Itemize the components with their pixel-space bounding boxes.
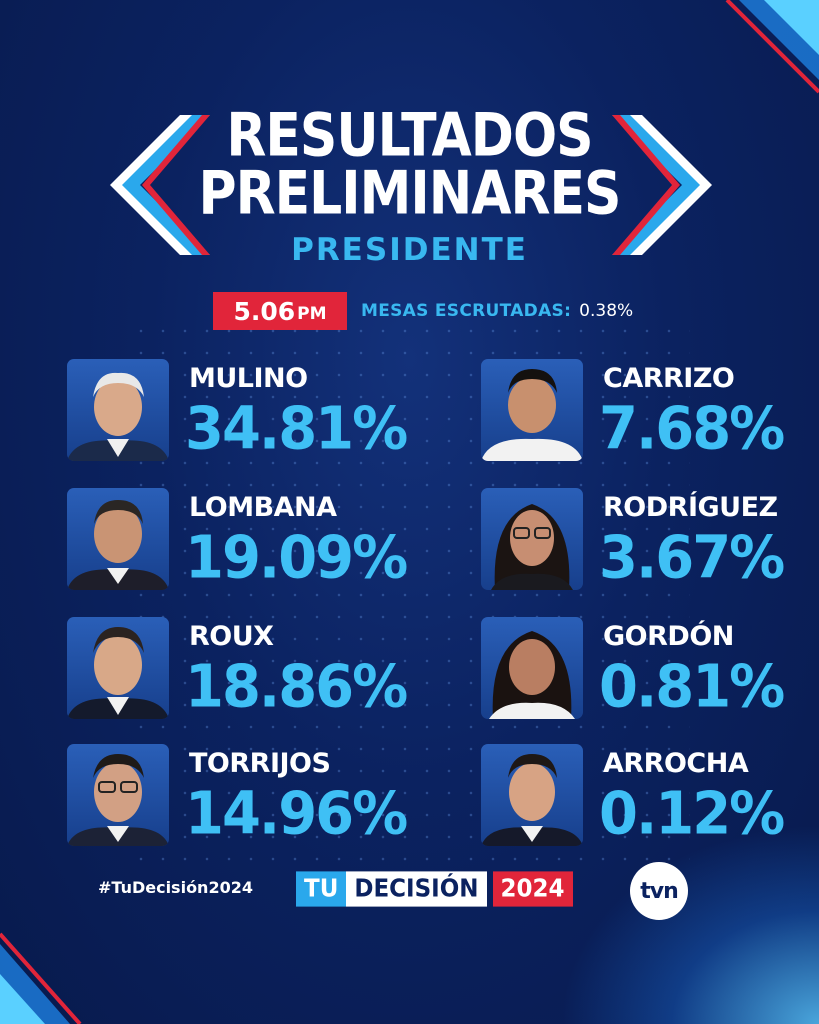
chevron-right-decoration: [612, 115, 712, 255]
candidate-card: LOMBANA 19.09%: [67, 488, 408, 598]
title-line-2: PRELIMINARES: [198, 159, 621, 229]
candidate-name: LOMBANA: [189, 492, 337, 523]
candidate-name: RODRÍGUEZ: [603, 492, 778, 523]
candidate-card: ROUX 18.86%: [67, 617, 408, 727]
corner-top-right-decoration: [725, 0, 819, 94]
candidate-card: RODRÍGUEZ 3.67%: [481, 488, 811, 598]
dot-pattern-background: [130, 320, 690, 870]
logo-decision: DECISIÓN: [346, 871, 487, 907]
candidate-percent: 34.81%: [185, 395, 408, 464]
candidate-name: TORRIJOS: [189, 748, 331, 779]
candidate-card: TORRIJOS 14.96%: [67, 744, 408, 854]
candidate-percent: 3.67%: [599, 524, 785, 593]
candidate-percent: 0.12%: [599, 780, 785, 849]
candidate-photo: [481, 744, 583, 846]
candidate-photo: [481, 359, 583, 461]
candidate-name: ARROCHA: [603, 748, 749, 779]
candidate-name: ROUX: [189, 621, 274, 652]
candidate-card: GORDÓN 0.81%: [481, 617, 811, 727]
corner-bottom-right-glow: [559, 824, 819, 1024]
candidate-photo: [481, 617, 583, 719]
candidate-percent: 19.09%: [185, 524, 408, 593]
tu-decision-logo: TU DECISIÓN 2024: [296, 871, 573, 907]
time-badge: 5.06 PM: [213, 292, 347, 330]
corner-bottom-left-decoration: [0, 932, 82, 1024]
candidate-percent: 7.68%: [599, 395, 785, 464]
candidate-percent: 18.86%: [185, 653, 408, 722]
candidate-percent: 14.96%: [185, 780, 408, 849]
time-value: 5.06: [233, 296, 296, 326]
candidate-card: CARRIZO 7.68%: [481, 359, 811, 469]
candidate-percent: 0.81%: [599, 653, 785, 722]
time-suffix: PM: [297, 303, 327, 324]
candidate-name: MULINO: [189, 363, 308, 394]
logo-tu: TU: [296, 871, 347, 907]
candidate-name: GORDÓN: [603, 621, 734, 652]
chevron-left-decoration: [110, 115, 210, 255]
candidate-name: CARRIZO: [603, 363, 735, 394]
mesas-value: 0.38%: [579, 301, 634, 321]
subtitle: PRESIDENTE: [291, 232, 528, 268]
status-row: 5.06 PM MESAS ESCRUTADAS: 0.38%: [213, 291, 633, 331]
candidate-card: MULINO 34.81%: [67, 359, 408, 469]
candidate-photo: [67, 617, 169, 719]
candidate-photo: [67, 488, 169, 590]
candidate-photo: [67, 359, 169, 461]
candidate-photo: [67, 744, 169, 846]
mesas-label: MESAS ESCRUTADAS:: [361, 301, 572, 321]
candidate-photo: [481, 488, 583, 590]
logo-year: 2024: [492, 871, 573, 907]
tvn-logo: tvn: [630, 862, 688, 920]
title-line-1: RESULTADOS: [226, 101, 593, 171]
hashtag: #TuDecisión2024: [98, 878, 253, 897]
candidate-card: ARROCHA 0.12%: [481, 744, 811, 854]
